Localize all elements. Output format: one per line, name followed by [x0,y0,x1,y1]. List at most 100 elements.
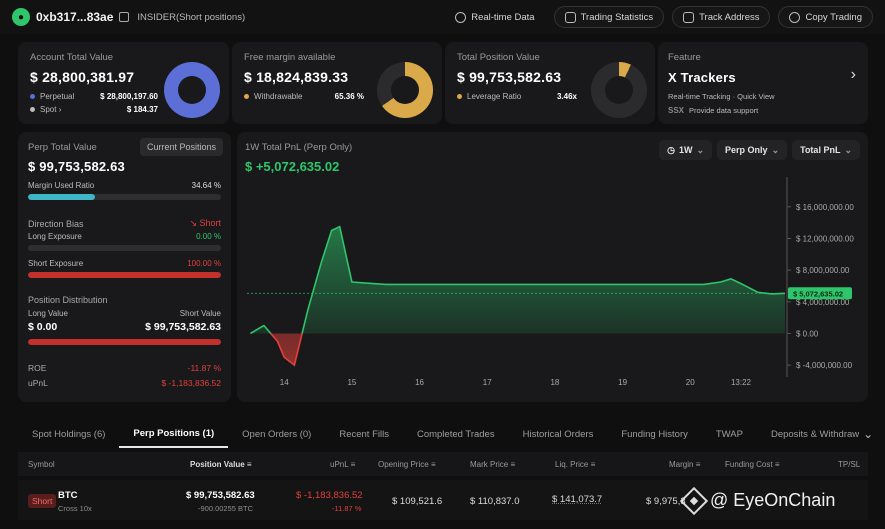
track-address-button[interactable]: Track Address [672,6,771,28]
tabs-more-chevron-icon[interactable]: ⌄ [863,427,874,441]
position-size: -900.00255 BTC [198,504,254,513]
col-mark-price[interactable]: Mark Price ≡ [470,460,515,469]
perp-summary-panel: Perp Total Value Current Positions $ 99,… [18,132,231,402]
y-tick-label: $ 0.00 [796,329,819,338]
table-row[interactable]: Short BTC Cross 10x $ 99,753,582.63 -900… [18,480,868,520]
sort-icon: ≡ [774,460,780,469]
col-mark-price-label: Mark Price [470,460,509,469]
trend-down-icon: ↘ [189,218,200,228]
leverage-dot-icon [457,94,462,99]
col-opening-price[interactable]: Opening Price ≡ [378,460,436,469]
tab-completed-trades[interactable]: Completed Trades [416,428,495,440]
total-position-title: Total Position Value [457,52,540,63]
short-exposure-label: Short Exposure [28,259,84,268]
chevron-down-icon: ⌄ [771,144,780,155]
long-exposure-label: Long Exposure [28,232,82,241]
free-margin-card: Free margin available $ 18,824,839.33 Wi… [232,42,442,124]
col-symbol[interactable]: Symbol [28,460,55,469]
tab-historical-orders[interactable]: Historical Orders [522,428,594,440]
wallet-logo-icon: ● [12,8,30,26]
track-address-label: Track Address [699,11,760,23]
filter-select[interactable]: Perp Only ⌄ [717,140,788,160]
x-tick-label: 16 [415,378,424,387]
pnl-positive-line [249,225,786,334]
x-tick-label: 13:22 [731,378,752,387]
tab-funding-history[interactable]: Funding History [621,428,688,440]
x-trackers-title: X Trackers [668,70,736,85]
side-badge: Short [28,494,57,508]
col-liq-price[interactable]: Liq. Price ≡ [555,460,595,469]
current-positions-button[interactable]: Current Positions [139,138,223,156]
roe-value: -11.87 % [187,363,221,373]
pnl-chart-title: 1W Total PnL (Perp Only) [245,142,353,153]
leverage-value: 3.46x [556,92,577,101]
spot-link[interactable]: Spot › [30,105,61,114]
monitor-icon [683,11,695,23]
short-exposure-pct: 100.00 % [187,259,221,268]
position-distribution-label: Position Distribution [28,295,108,305]
withdrawable-pct: 65.36 % [334,92,364,101]
mark-price: $ 110,837.0 [470,496,520,507]
copy-trading-button[interactable]: Copy Trading [778,6,873,28]
tab-perp-positions[interactable]: Perp Positions (1) [119,420,229,448]
col-opening-price-label: Opening Price [378,460,429,469]
account-total-title: Account Total Value [30,52,114,63]
top-bar: ● 0xb317...83ae INSIDER(Short positions)… [0,0,885,34]
y-tick-label: $ 16,000,000.00 [796,203,854,212]
col-margin[interactable]: Margin ≡ [669,460,700,469]
x-tick-label: 14 [280,378,289,387]
feature-title: Feature [668,52,701,63]
tab-open-orders[interactable]: Open Orders (0) [242,428,312,440]
tab-twap[interactable]: TWAP [715,428,743,440]
col-upnl-label: uPnL [330,460,349,469]
y-tick-label: $ -4,000,000.00 [796,361,853,370]
metric-select[interactable]: Total PnL ⌄ [792,140,860,160]
long-exposure-pct: 0.00 % [196,232,221,241]
pnl-chart-value: $ +5,072,635.02 [245,159,340,174]
margin-used-bar [28,194,221,200]
sort-icon: ≡ [350,460,356,469]
wallet-address[interactable]: 0xb317...83ae [36,10,114,24]
x-tick-label: 19 [618,378,627,387]
x-tick-label: 18 [550,378,559,387]
sort-icon: ≡ [510,460,516,469]
feature-card[interactable]: Feature X Trackers Real-time Tracking · … [658,42,868,124]
tab-deposits-withdrawals[interactable]: Deposits & Withdraw [770,428,860,440]
position-value: $ 99,753,582.63 [186,490,255,501]
long-value-label: Long Value [28,309,68,318]
symbol-name[interactable]: BTC [58,490,78,501]
liq-price[interactable]: $ 141,073.7 [552,494,603,505]
spot-value: $ 184.37 [126,105,158,114]
col-upnl[interactable]: uPnL ≡ [330,460,355,469]
x-tick-label: 20 [686,378,695,387]
real-time-data-button[interactable]: Real-time Data [444,6,545,28]
range-select[interactable]: ◷ 1W ⌄ [659,140,713,160]
chevron-down-icon: ⌄ [844,144,852,155]
filter-select-label: Perp Only [725,145,768,155]
tab-recent-fills[interactable]: Recent Fills [339,428,389,440]
tab-spot-holdings[interactable]: Spot Holdings (6) [32,428,106,440]
col-funding-cost[interactable]: Funding Cost ≡ [725,460,780,469]
pnl-area-chart: $ 16,000,000.00 $ 12,000,000.00 $ 8,000,00… [247,177,854,387]
row-upnl: $ -1,183,836.52 [296,490,363,501]
col-position-value[interactable]: Position Value ≡ [190,460,252,469]
chevron-right-icon[interactable]: › [850,66,856,83]
spot-label: Spot [40,105,57,114]
trading-statistics-button[interactable]: Trading Statistics [553,6,665,28]
direction-bias-value: Short [199,218,221,228]
trading-statistics-label: Trading Statistics [580,11,654,23]
current-value-tag-label: $ 5,072,635.02 [793,289,843,298]
y-tick-label: $ 4,000,000.00 [796,298,850,307]
sort-icon: ≡ [246,460,252,469]
col-tpsl[interactable]: TP/SL [838,460,861,469]
current-value-tag [788,287,852,300]
perpetual-dot-icon [30,94,35,99]
pnl-negative-line [250,333,303,367]
leverage-label: Leverage Ratio [467,92,522,101]
copy-icon[interactable] [119,12,130,22]
roe-label: ROE [28,363,47,373]
long-value: $ 0.00 [28,321,58,333]
y-tick-label: $ 12,000,000.00 [796,234,854,243]
sort-icon: ≡ [430,460,436,469]
short-exposure-bar [28,272,221,278]
